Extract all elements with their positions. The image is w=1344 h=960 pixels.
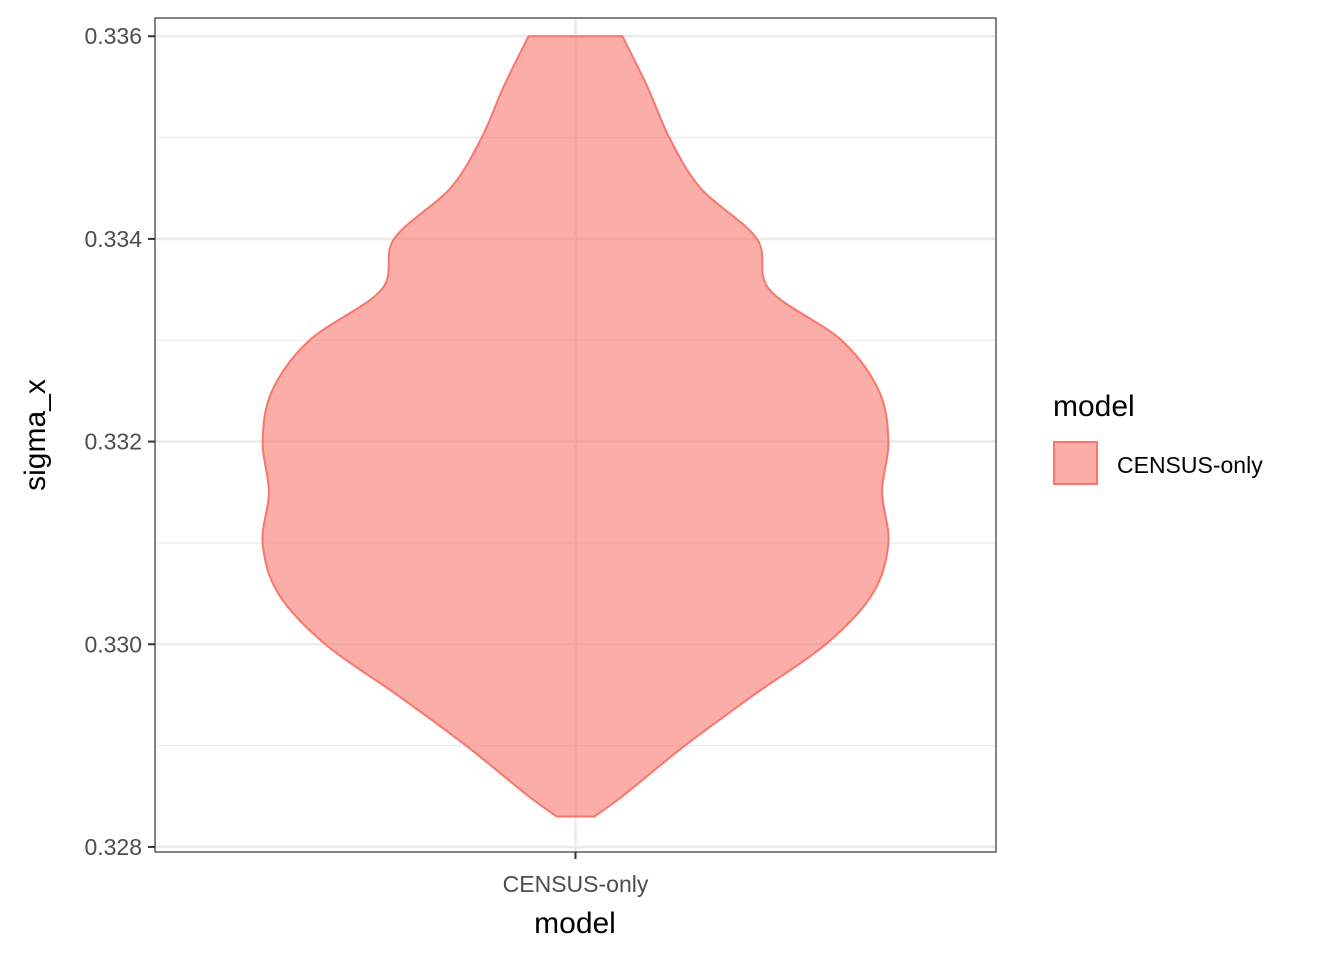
y-tick-label: 0.334: [84, 226, 142, 252]
x-axis-title: model: [534, 907, 616, 940]
y-axis-title: sigma_x: [19, 379, 52, 491]
violins: [261, 35, 890, 818]
y-tick-label: 0.330: [84, 631, 142, 657]
legend: model CENSUS-only: [1053, 390, 1263, 485]
x-axis: CENSUS-only: [503, 852, 649, 897]
y-tick-label: 0.328: [84, 834, 142, 860]
violin-census-only: [261, 35, 890, 818]
y-tick-label: 0.332: [84, 429, 142, 455]
legend-title: model: [1053, 390, 1135, 423]
x-tick-label: CENSUS-only: [503, 871, 649, 897]
legend-key-census-only: [1053, 441, 1098, 485]
y-tick-label: 0.336: [84, 23, 142, 49]
legend-label-census-only: CENSUS-only: [1117, 452, 1263, 478]
y-axis: 0.328 0.330 0.332 0.334 0.336: [84, 23, 155, 860]
